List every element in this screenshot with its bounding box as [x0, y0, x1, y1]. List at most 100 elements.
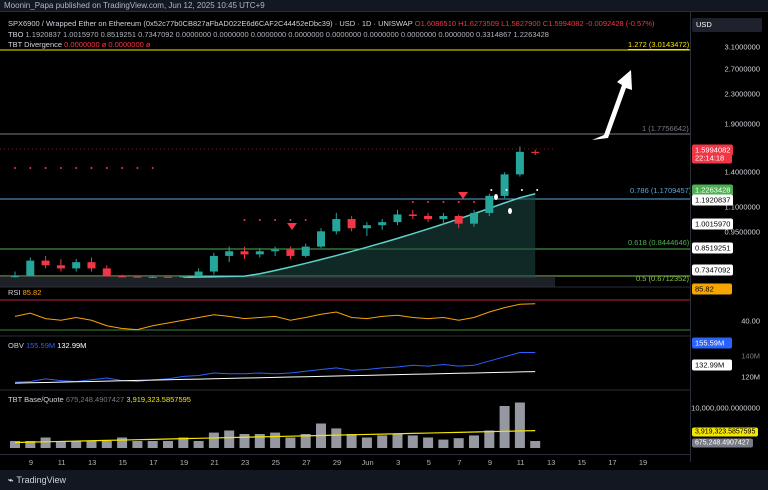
base-quote-bar — [55, 441, 66, 448]
base-quote-bar — [239, 434, 250, 448]
time-tick: 5 — [426, 458, 431, 467]
time-tick: 15 — [577, 458, 586, 467]
candle-body — [500, 174, 509, 196]
divergence-legend[interactable]: TBT Divergence 0.0000000 ø 0.0000000 ø — [8, 40, 150, 49]
price-tag: 1.5994082 — [692, 144, 734, 156]
candle-body — [362, 225, 371, 229]
base-quote-value-1: 675,248.4907427 — [65, 395, 125, 404]
base-quote-bar — [361, 437, 372, 448]
base-quote-bar — [453, 438, 464, 448]
time-tick: 17 — [149, 458, 158, 467]
fib-786-label: 0.786 (1.1709457) — [630, 186, 692, 195]
price-tick: 3.1000000 — [724, 42, 760, 52]
rsi-line — [14, 303, 536, 331]
base-quote-legend[interactable]: TBT Base/Quote 675,248.4907427 3,919,323… — [8, 395, 191, 404]
price-tick: 1.9000000 — [724, 119, 760, 129]
signal-dot — [75, 167, 78, 169]
candle-body — [118, 276, 127, 278]
price-axis[interactable] — [690, 12, 768, 462]
candle-body — [439, 215, 448, 220]
signal-dot — [243, 219, 246, 221]
price-tick: 2.7000000 — [724, 64, 760, 74]
footer-brand: TradingView — [16, 475, 66, 485]
sell-triangle — [458, 192, 468, 199]
base-quote-bar — [178, 437, 189, 448]
base-quote-bar — [530, 441, 541, 448]
buy-dot — [494, 194, 498, 200]
candle-body — [11, 276, 19, 278]
signal-dot — [90, 167, 93, 169]
signal-dot — [457, 201, 460, 203]
signal-dot — [411, 201, 414, 203]
candle-body — [301, 246, 310, 256]
candle-body — [515, 151, 524, 175]
candle-body — [209, 255, 218, 272]
signal-dot — [304, 219, 307, 221]
signal-dot — [536, 189, 539, 191]
base-quote-label: TBT Base/Quote — [8, 395, 64, 404]
candle-body — [164, 276, 172, 278]
candle-body — [255, 251, 264, 255]
signal-dot — [289, 219, 292, 221]
base-quote-bar — [300, 434, 311, 448]
base-quote-bar — [469, 435, 479, 448]
candle-body — [378, 222, 387, 226]
tbo-values: 1.1920837 1.0015970 0.8519251 0.7347092 … — [25, 30, 549, 39]
time-tick: Jun — [361, 458, 374, 467]
base-quote-bar — [514, 402, 525, 448]
candle-body — [194, 271, 203, 277]
base-quote-bar — [101, 441, 112, 448]
fib-50-label: 0.5 (0.6712352) — [636, 274, 689, 283]
target-arrow — [592, 70, 632, 140]
candle-body — [286, 249, 295, 256]
base-quote-value-2: 3,919,323.5857595 — [126, 395, 191, 404]
candle-body — [56, 265, 65, 269]
base-quote-bar — [377, 435, 388, 448]
base-quote-bar — [484, 430, 495, 448]
symbol-legend[interactable]: SPX6900 / Wrapped Ether on Ethereum (0x5… — [8, 19, 655, 28]
ma-cloud — [183, 193, 536, 278]
base-quote-bar — [224, 430, 235, 448]
time-tick: 15 — [118, 458, 127, 467]
time-tick: 19 — [179, 458, 189, 467]
obv-tag-2: 132.99M — [692, 359, 732, 371]
base-quote-bar — [86, 441, 97, 448]
price-chart[interactable] — [0, 12, 690, 454]
time-tick: 19 — [638, 458, 648, 467]
base-quote-bar — [407, 435, 418, 448]
buy-dot — [508, 208, 512, 214]
obv-legend[interactable]: OBV 155.59M 132.99M — [8, 341, 86, 350]
time-tick: 3 — [396, 458, 401, 467]
signal-dot — [490, 189, 493, 191]
base-quote-bar — [254, 434, 265, 448]
signal-dot — [505, 189, 508, 191]
time-tick: 29 — [332, 458, 342, 467]
tbo-label: TBO — [8, 30, 24, 39]
ohlc-values: O1.6086510 H1.6273509 L1.5827900 C1.5994… — [414, 19, 655, 28]
time-tick: 7 — [457, 458, 462, 467]
currency-button[interactable]: USD — [692, 18, 762, 32]
base-quote-bar — [117, 437, 128, 448]
time-tick: 9 — [28, 458, 34, 467]
time-tick: 9 — [487, 458, 493, 467]
base-quote-bar — [147, 441, 158, 448]
candle-body — [87, 262, 96, 269]
fib-zone — [0, 276, 555, 287]
signal-dot — [473, 201, 475, 203]
base-quote-bar — [25, 441, 36, 448]
tbo-legend[interactable]: TBO 1.1920837 1.0015970 0.8519251 0.7347… — [8, 30, 549, 39]
base-quote-bar — [71, 441, 82, 448]
time-tick: 25 — [271, 458, 280, 467]
rsi-label: RSI — [8, 288, 21, 297]
obv-ma-line — [14, 371, 536, 384]
candle-body — [470, 212, 478, 224]
time-tick: 13 — [547, 458, 556, 467]
time-axis[interactable]: 9 11 13 15 17 19 21 23 25 27 29 Jun 3 5 7 9 11 13 15 17 19 — [0, 454, 690, 468]
candle-body — [148, 276, 157, 278]
candle-body — [179, 276, 188, 278]
price-tick: 1.4000000 — [724, 167, 760, 177]
obv-value-2: 132.99M — [57, 341, 87, 350]
time-tick: 23 — [241, 458, 250, 467]
rsi-tick: 40.00 — [741, 316, 760, 326]
rsi-legend[interactable]: RSI 85.82 — [8, 288, 41, 297]
